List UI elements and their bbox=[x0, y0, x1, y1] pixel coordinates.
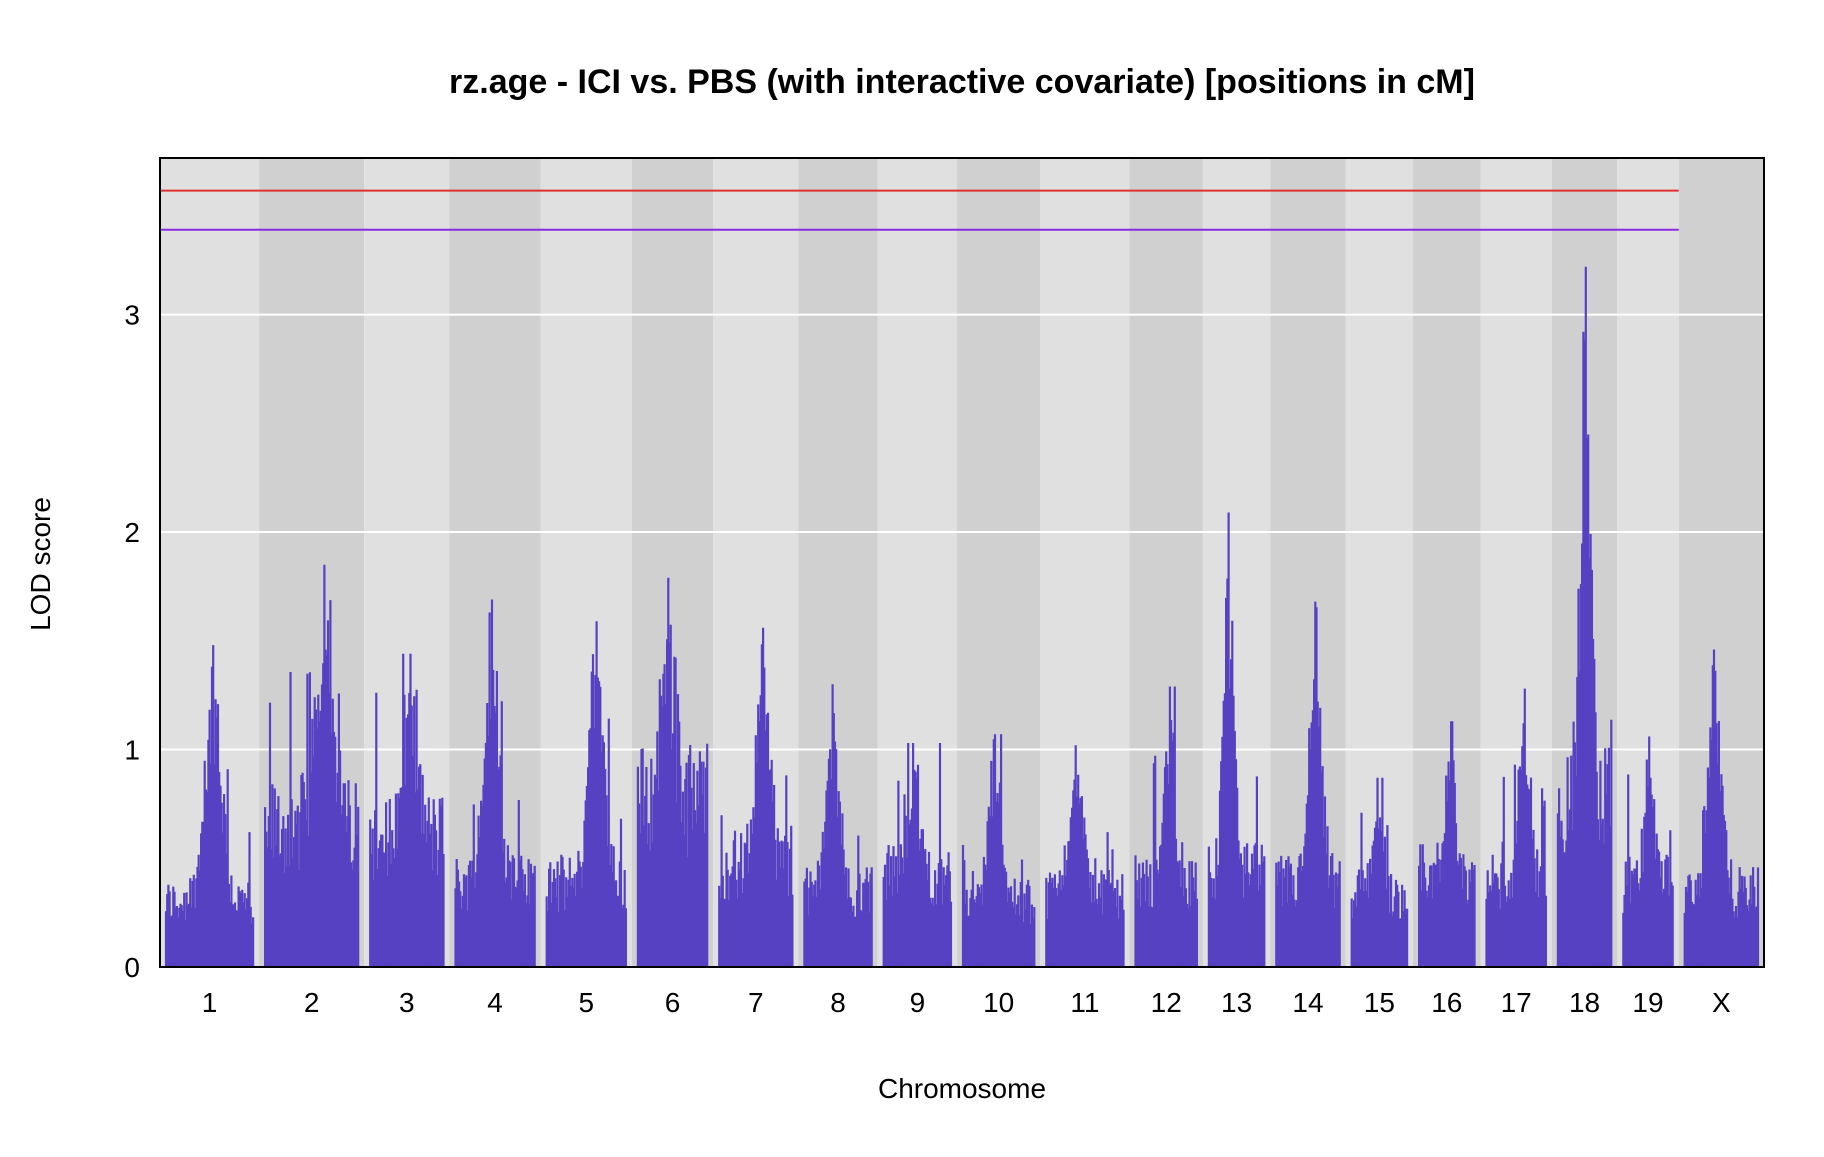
x-tick-label: 11 bbox=[1070, 987, 1099, 1018]
grid-lines bbox=[160, 313, 1764, 751]
series-line-chr-10 bbox=[961, 734, 1036, 967]
x-tick-label: 1 bbox=[202, 987, 218, 1018]
x-tick-label: X bbox=[1712, 987, 1731, 1018]
series-line-chr-4 bbox=[454, 599, 536, 967]
series-line-chr-14 bbox=[1275, 601, 1341, 967]
x-tick-label: 3 bbox=[399, 987, 415, 1018]
chart-title: rz.age - ICI vs. PBS (with interactive c… bbox=[449, 63, 1475, 101]
series-line-chr-12 bbox=[1134, 686, 1198, 967]
series-line-chr-17 bbox=[1485, 688, 1547, 967]
y-axis-ticks: 0 1 2 3 bbox=[124, 300, 140, 983]
x-tick-label: 7 bbox=[748, 987, 764, 1018]
x-tick-label: 13 bbox=[1221, 987, 1252, 1018]
series-line-chr-16 bbox=[1418, 721, 1476, 967]
series-line-chr-13 bbox=[1207, 512, 1266, 967]
lod-series bbox=[164, 266, 1760, 967]
x-axis-label: Chromosome bbox=[878, 1073, 1046, 1104]
y-axis-label: LOD score bbox=[25, 497, 56, 631]
series-line-chr-3 bbox=[369, 653, 445, 967]
x-tick-label: 10 bbox=[983, 987, 1014, 1018]
plot-frame bbox=[159, 157, 1765, 968]
x-tick-label: 12 bbox=[1151, 987, 1182, 1018]
y-tick-label: 3 bbox=[124, 300, 140, 331]
x-tick-label: 4 bbox=[487, 987, 503, 1018]
series-line-chr-6 bbox=[636, 577, 709, 967]
y-tick-label: 1 bbox=[124, 735, 140, 766]
series-line-chr-7 bbox=[718, 627, 794, 967]
x-tick-label: 18 bbox=[1569, 987, 1600, 1018]
series-line-chr-X bbox=[1683, 649, 1760, 967]
series-line-chr-5 bbox=[545, 621, 627, 967]
series-line-chr-15 bbox=[1350, 777, 1409, 967]
x-tick-label: 5 bbox=[578, 987, 594, 1018]
series-line-chr-11 bbox=[1045, 745, 1125, 967]
series-line-chr-9 bbox=[882, 743, 953, 967]
series-line-chr-8 bbox=[803, 684, 873, 967]
y-tick-label: 0 bbox=[124, 952, 140, 983]
x-tick-label: 8 bbox=[830, 987, 846, 1018]
x-tick-label: 2 bbox=[304, 987, 320, 1018]
y-tick-label: 2 bbox=[124, 517, 140, 548]
x-tick-label: 14 bbox=[1292, 987, 1323, 1018]
x-tick-label: 19 bbox=[1632, 987, 1663, 1018]
series-line-chr-2 bbox=[264, 564, 360, 967]
x-axis-ticks: 1 2 3 4 5 6 7 8 9 10 11 12 13 14 15 16 17 18 19 X bbox=[202, 987, 1731, 1018]
x-tick-label: 9 bbox=[910, 987, 926, 1018]
series-line-chr-1 bbox=[164, 645, 255, 967]
chromosome-band-17 bbox=[1480, 158, 1552, 967]
x-tick-label: 17 bbox=[1501, 987, 1532, 1018]
x-tick-label: 6 bbox=[665, 987, 681, 1018]
series-line-chr-18 bbox=[1556, 266, 1613, 967]
x-tick-label: 15 bbox=[1364, 987, 1395, 1018]
series-line-chr-19 bbox=[1622, 736, 1674, 967]
x-tick-label: 16 bbox=[1431, 987, 1462, 1018]
